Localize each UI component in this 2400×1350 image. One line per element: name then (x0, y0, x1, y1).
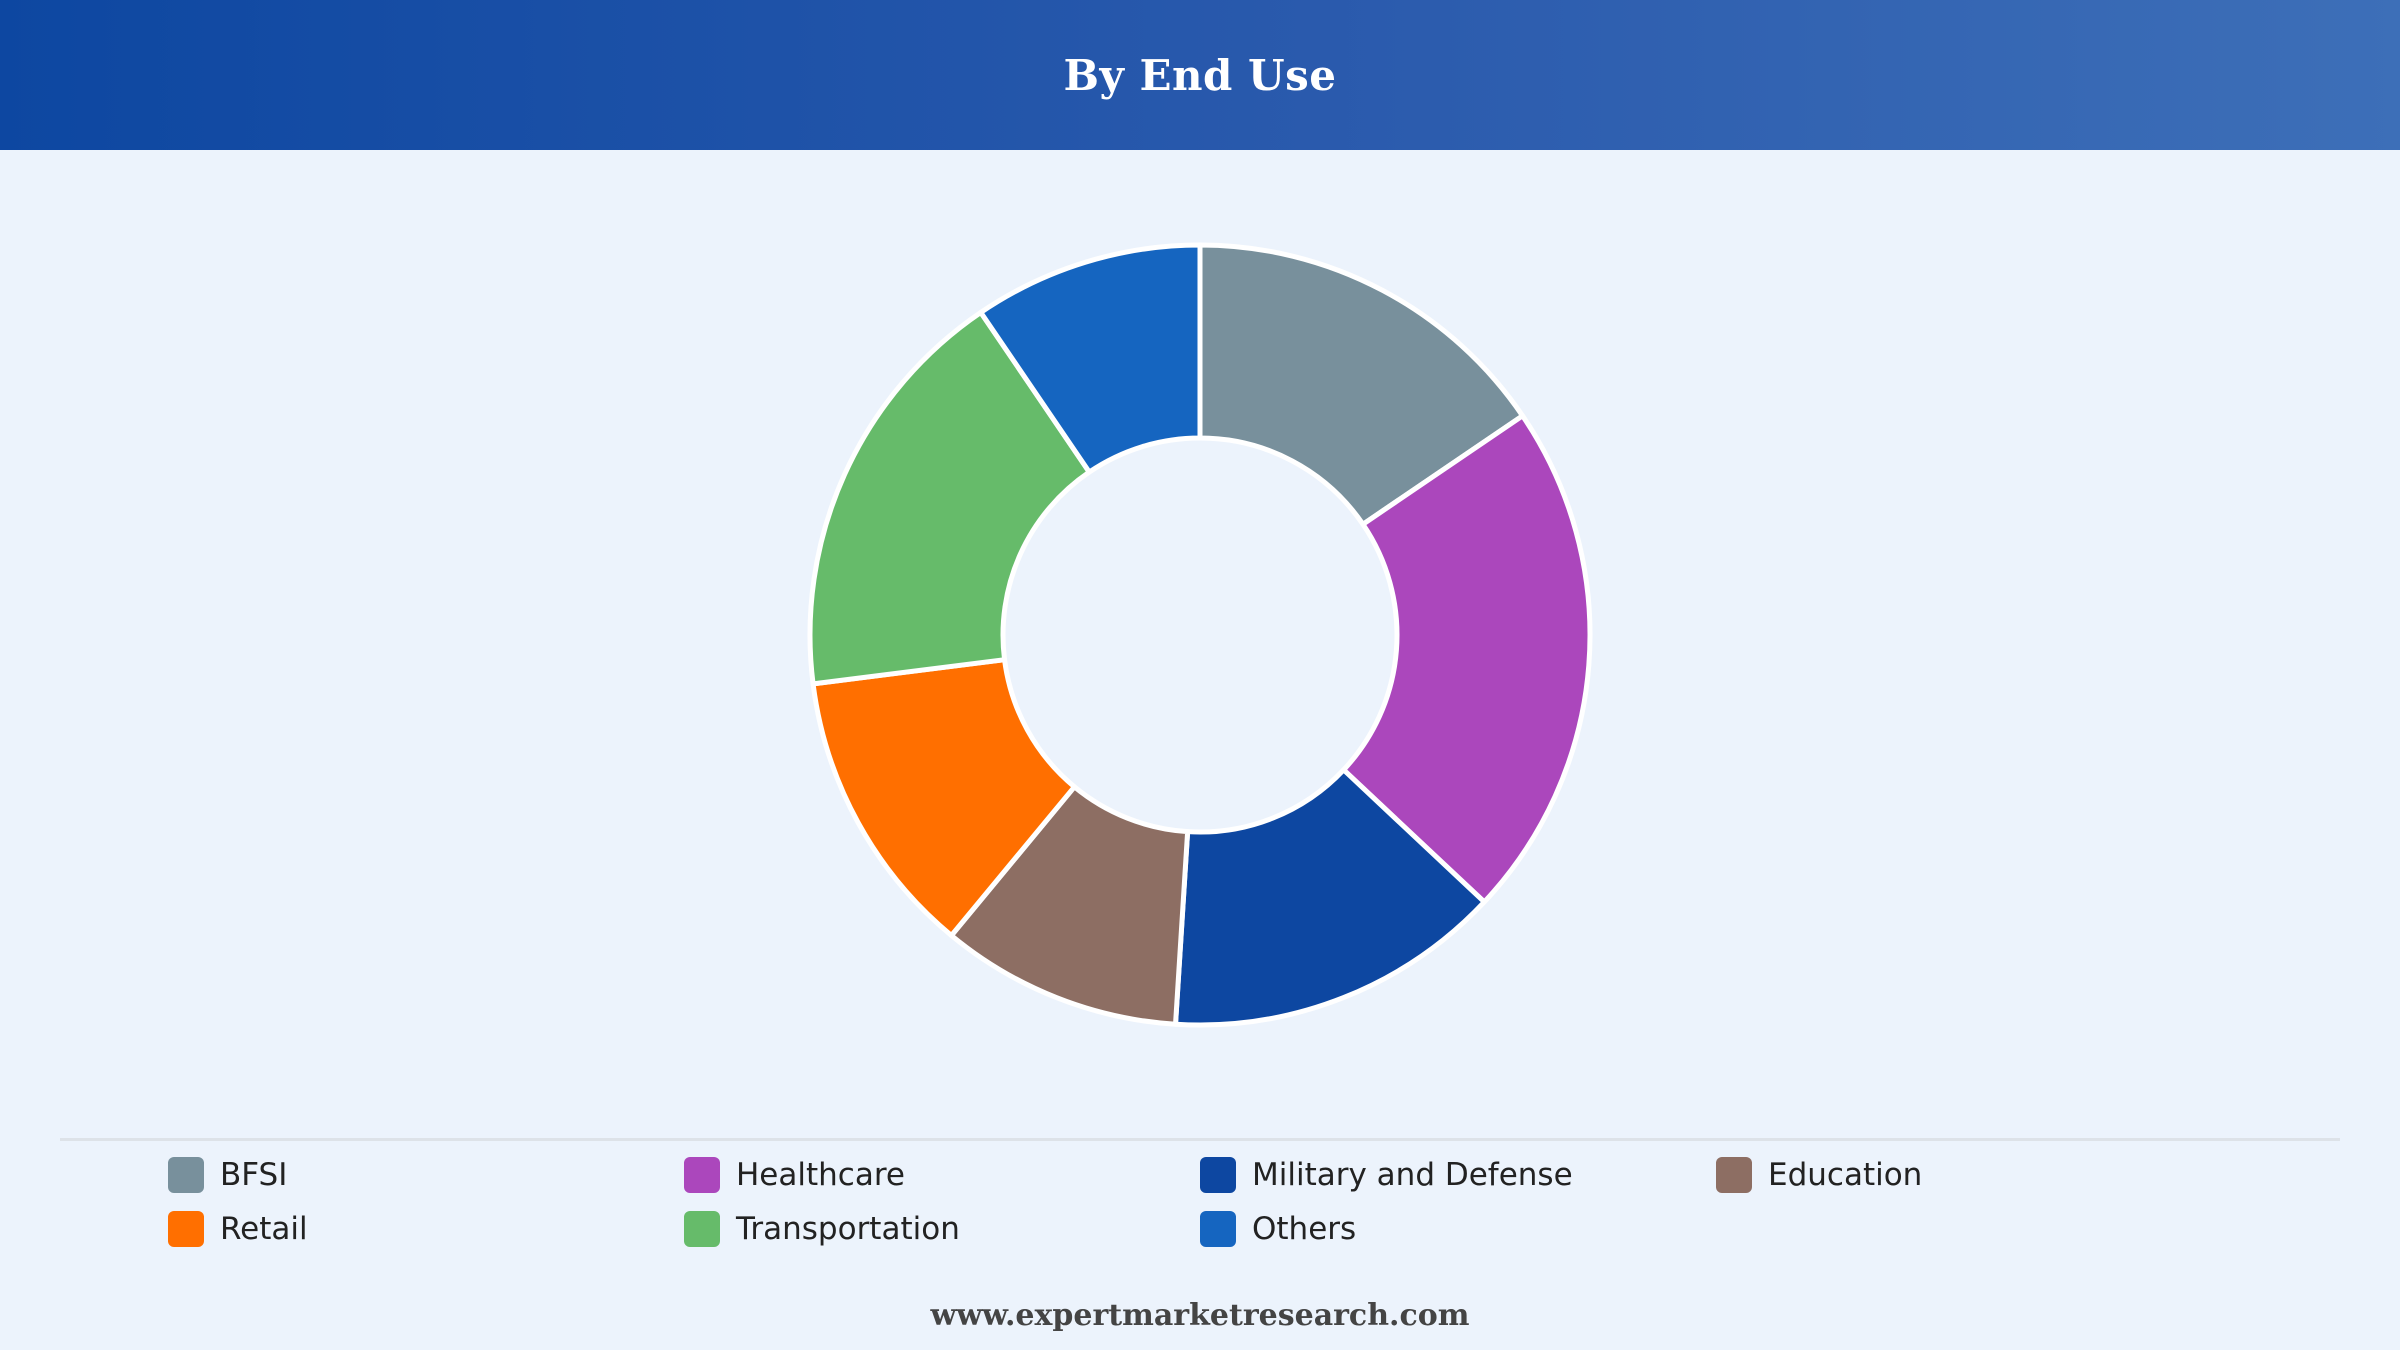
legend-label: Others (1252, 1211, 1357, 1247)
legend-swatch (1716, 1157, 1752, 1193)
donut-slice-healthcare[interactable] (1341, 413, 1593, 905)
legend-swatch (684, 1211, 720, 1247)
chart-header: By End Use (0, 0, 2400, 150)
legend-label: BFSI (220, 1157, 288, 1193)
legend-label: Healthcare (736, 1157, 905, 1193)
donut-slice-others[interactable] (978, 242, 1203, 475)
legend-swatch (1200, 1211, 1236, 1247)
legend-item-bfsi[interactable]: BFSI (168, 1156, 684, 1194)
legend-item-transportation[interactable]: Transportation (684, 1210, 1200, 1248)
donut-chart-area (0, 150, 2400, 1120)
donut-slice-military-and-defense[interactable] (1173, 767, 1487, 1028)
legend-swatch (684, 1157, 720, 1193)
donut-chart (807, 242, 1593, 1028)
legend-swatch (168, 1211, 204, 1247)
legend-label: Transportation (736, 1211, 960, 1247)
legend-swatch (168, 1157, 204, 1193)
legend-swatch (1200, 1157, 1236, 1193)
chart-title: By End Use (1063, 50, 1337, 100)
legend-item-retail[interactable]: Retail (168, 1210, 684, 1248)
legend-item-others[interactable]: Others (1200, 1210, 1716, 1248)
legend-divider (60, 1138, 2340, 1141)
legend-item-healthcare[interactable]: Healthcare (684, 1156, 1200, 1194)
legend-label: Military and Defense (1252, 1157, 1573, 1193)
source-website: www.expertmarketresearch.com (930, 1298, 1470, 1333)
donut-slice-transportation[interactable] (807, 309, 1092, 687)
donut-slice-retail[interactable] (810, 657, 1077, 938)
legend-item-education[interactable]: Education (1716, 1156, 2232, 1194)
legend-item-military-and-defense[interactable]: Military and Defense (1200, 1156, 1716, 1194)
chart-legend: BFSI Healthcare Military and Defense Edu… (168, 1156, 2268, 1248)
legend-label: Education (1768, 1157, 1923, 1193)
donut-slice-bfsi[interactable] (1197, 242, 1526, 527)
legend-label: Retail (220, 1211, 308, 1247)
